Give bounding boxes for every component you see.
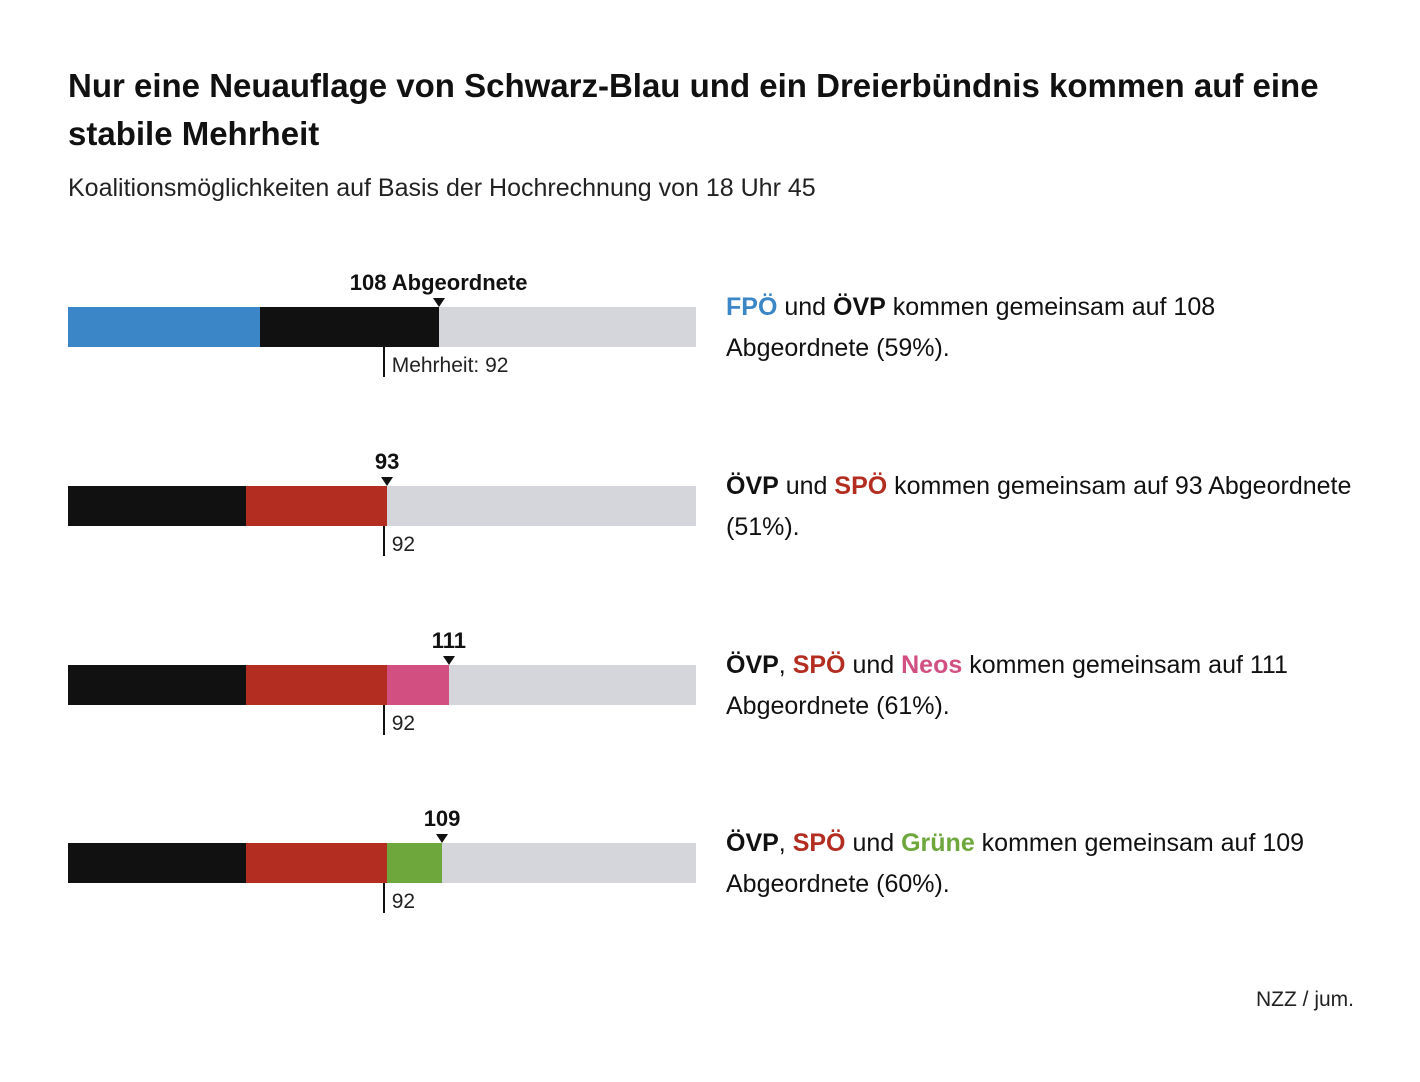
bar-segment-vp	[260, 307, 439, 347]
bar-track	[68, 665, 696, 705]
party-name: ÖVP	[726, 472, 779, 500]
bar-segment-vp	[68, 486, 247, 526]
bar-segment-grne	[387, 843, 443, 883]
description-text: kommen gemeinsam auf 108 Abgeordnete (59…	[726, 293, 1216, 362]
coalition-row: 109 92 ÖVP, SPÖ und Grüne kommen gemeinsam…	[0, 798, 1420, 918]
coalition-row: 111 92 ÖVP, SPÖ und Neos kommen gemeinsam …	[0, 620, 1420, 740]
coalition-description: ÖVP und SPÖ kommen gemeinsam auf 93 Abge…	[726, 466, 1356, 548]
party-name: ÖVP	[726, 829, 779, 857]
total-label: 109	[423, 806, 461, 831]
total-label: 111	[431, 628, 467, 653]
bar-track	[68, 307, 696, 347]
total-marker-icon	[436, 834, 449, 843]
description-text: und	[845, 651, 902, 679]
total-label: 93	[374, 449, 400, 474]
total-marker-icon	[432, 298, 445, 307]
coalition-row: 108 Abgeordnete Mehrheit: 92 FPÖ und ÖVP k…	[0, 262, 1420, 382]
bar-segment-sp	[246, 843, 388, 883]
bar-segment-sp	[246, 665, 388, 705]
description-text: und	[778, 472, 835, 500]
total-marker-icon	[442, 656, 455, 665]
party-name: ÖVP	[726, 651, 779, 679]
description-text: und	[845, 829, 902, 857]
description-text: kommen gemeinsam auf 109 Abgeordnete (60…	[726, 829, 1305, 898]
bar-segment-vp	[68, 665, 247, 705]
bar-segment-neos	[387, 665, 449, 705]
description-text: ,	[778, 651, 793, 679]
majority-label: Mehrheit: 92	[391, 354, 509, 377]
majority-label: 92	[391, 890, 416, 913]
description-text: ,	[778, 829, 793, 857]
coalition-row: 93 92 ÖVP und SPÖ kommen gemeinsam auf 93 …	[0, 441, 1420, 561]
coalition-description: ÖVP, SPÖ und Neos kommen gemeinsam auf 1…	[726, 645, 1356, 727]
party-name: Neos	[901, 651, 963, 679]
party-name: SPÖ	[792, 651, 846, 679]
bar-segment-fp	[68, 307, 261, 347]
majority-line	[382, 883, 385, 913]
majority-label: 92	[391, 533, 416, 556]
total-marker-icon	[381, 477, 394, 486]
party-name: Grüne	[901, 829, 975, 857]
source-credit: NZZ / jum.	[1256, 988, 1354, 1011]
description-text: kommen gemeinsam auf 111 Abgeordnete (61…	[726, 651, 1288, 720]
total-label: 108 Abgeordnete	[349, 270, 528, 295]
party-name: SPÖ	[792, 829, 846, 857]
party-name: SPÖ	[834, 472, 888, 500]
chart-title: Nur eine Neuauflage von Schwarz-Blau und…	[68, 67, 1319, 152]
description-text: und	[777, 293, 834, 321]
party-name: ÖVP	[833, 293, 886, 321]
party-name: FPÖ	[726, 293, 778, 321]
majority-line	[382, 705, 385, 735]
coalition-description: FPÖ und ÖVP kommen gemeinsam auf 108 Abg…	[726, 287, 1356, 369]
bar-segment-sp	[246, 486, 388, 526]
majority-label: 92	[391, 712, 416, 735]
description-text: kommen gemeinsam auf 93 Abgeordnete (51%…	[726, 472, 1352, 541]
bar-segment-vp	[68, 843, 247, 883]
majority-line	[382, 347, 385, 377]
bar-track	[68, 486, 696, 526]
bar-track	[68, 843, 696, 883]
majority-line	[382, 526, 385, 556]
coalition-description: ÖVP, SPÖ und Grüne kommen gemeinsam auf …	[726, 823, 1356, 905]
chart-subtitle: Koalitionsmöglichkeiten auf Basis der Ho…	[68, 174, 816, 202]
